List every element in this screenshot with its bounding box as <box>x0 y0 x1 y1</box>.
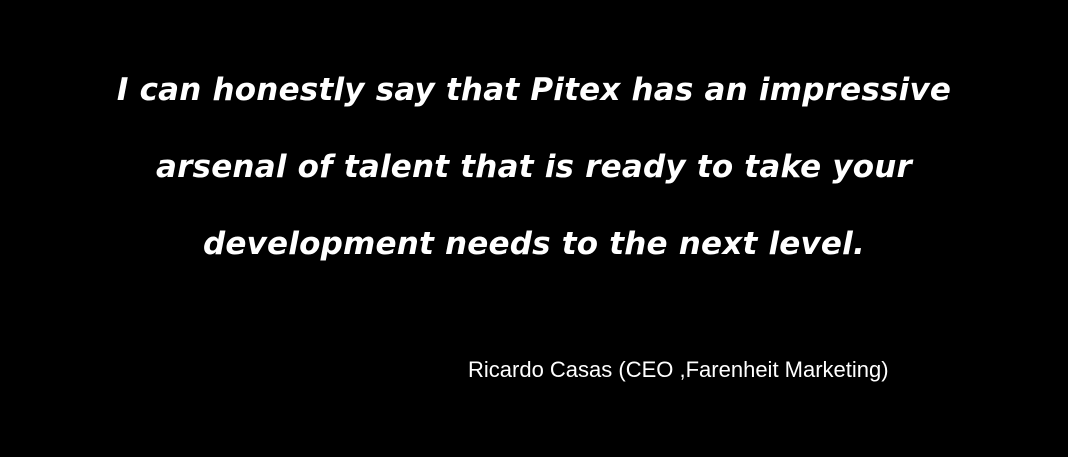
testimonial-attribution: Ricardo Casas (CEO ,Farenheit Marketing) <box>468 355 889 385</box>
quote-line-1: I can honestly say that Pitex has an imp… <box>0 52 1068 129</box>
quote-line-2: arsenal of talent that is ready to take … <box>0 129 1068 206</box>
testimonial-quote: I can honestly say that Pitex has an imp… <box>0 52 1068 283</box>
quote-line-3: development needs to the next level. <box>0 206 1068 283</box>
